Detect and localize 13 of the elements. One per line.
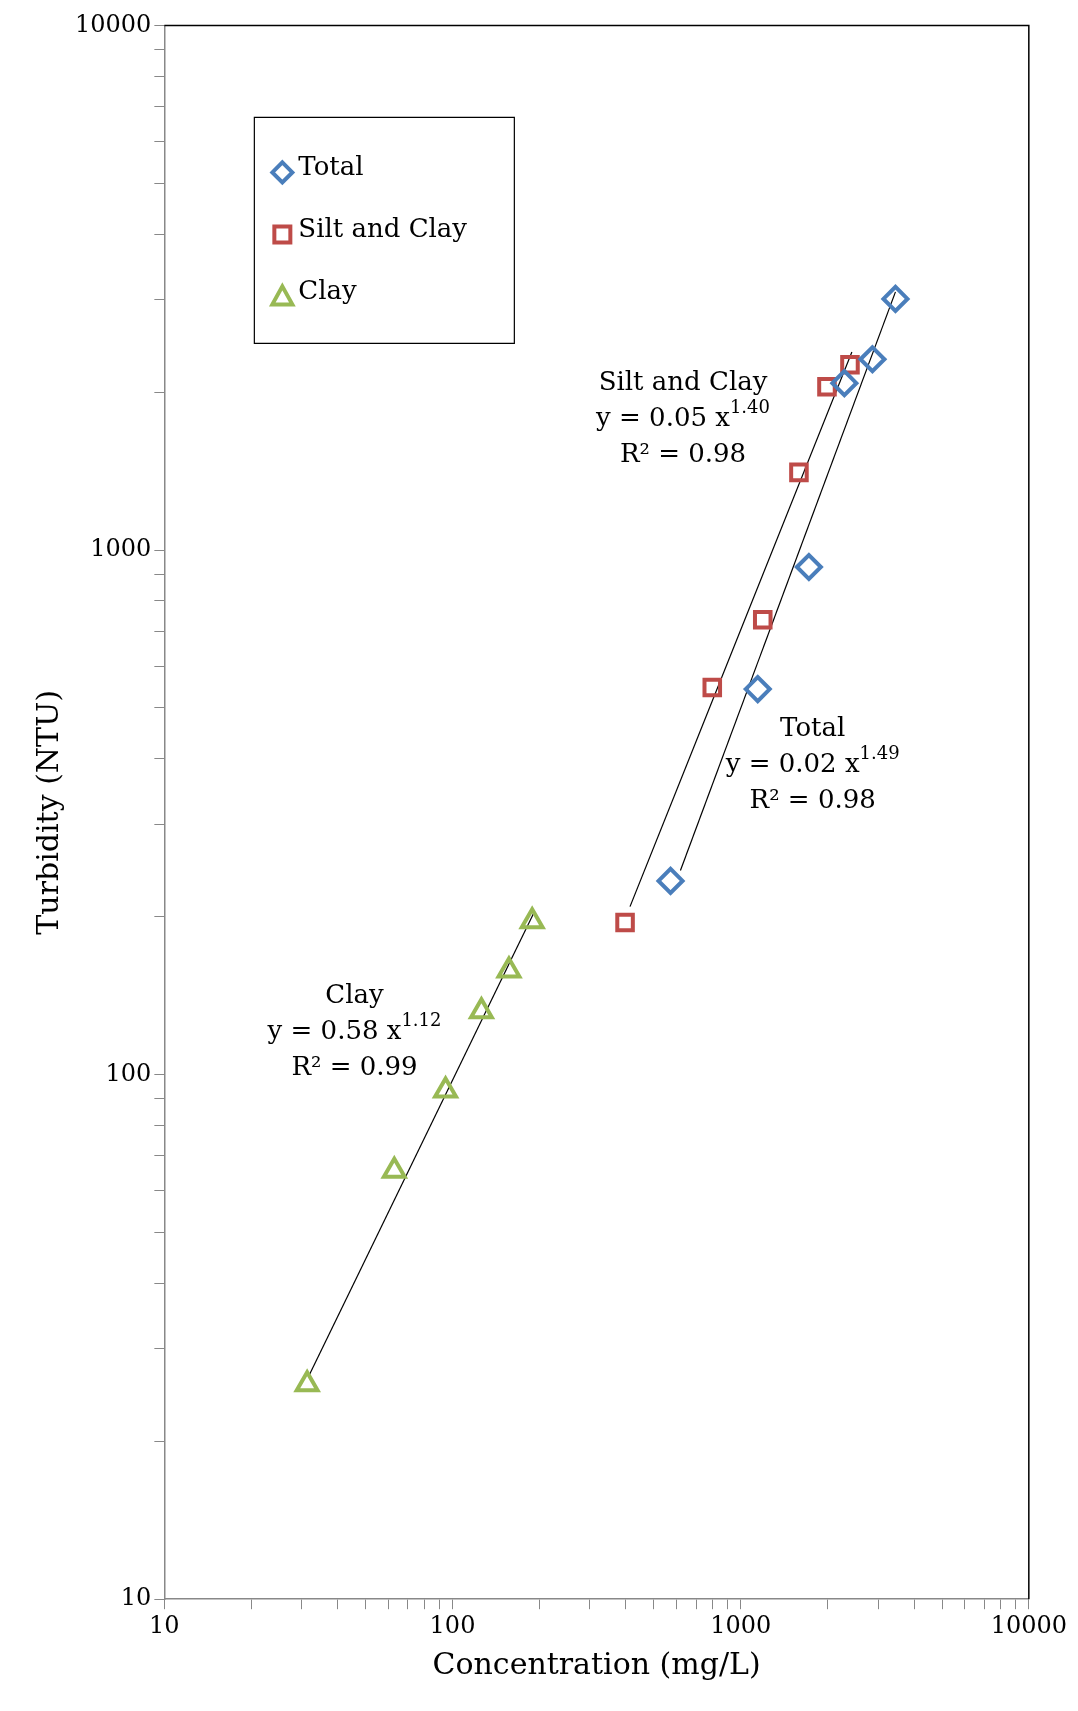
x-tick-label: 10000 (990, 1610, 1068, 1639)
x-tick-label: 100 (429, 1610, 476, 1639)
x-tick-label: 1000 (710, 1610, 772, 1639)
y-tick-label: 100 (105, 1058, 152, 1087)
legend-label: Total (298, 151, 364, 182)
y-tick-label: 1000 (90, 534, 152, 563)
x-axis-title: Concentration (mg/L) (432, 1645, 761, 1681)
y-tick-label: 10000 (74, 9, 152, 38)
x-tick-label: 10 (149, 1610, 180, 1639)
legend-label: Clay (298, 275, 358, 306)
y-axis-title: Turbidity (NTU) (29, 689, 65, 935)
legend-label: Silt and Clay (298, 213, 468, 244)
y-tick-label: 10 (120, 1583, 152, 1612)
